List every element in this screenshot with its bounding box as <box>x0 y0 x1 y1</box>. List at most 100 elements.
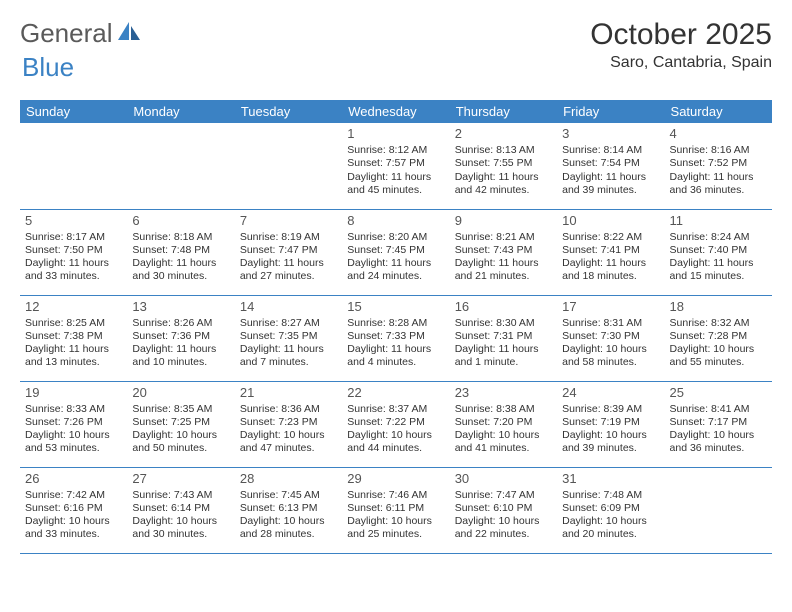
day-info-line: and 41 minutes. <box>455 442 552 455</box>
calendar-day-cell: 10Sunrise: 8:22 AMSunset: 7:41 PMDayligh… <box>557 209 664 295</box>
day-info-line: Sunrise: 8:38 AM <box>455 403 552 416</box>
day-info-line: and 33 minutes. <box>25 528 122 541</box>
day-info-line: Daylight: 10 hours <box>25 515 122 528</box>
day-number: 29 <box>347 471 444 487</box>
day-number: 5 <box>25 213 122 229</box>
day-info-line: Sunrise: 7:46 AM <box>347 489 444 502</box>
day-info-line: Sunset: 7:57 PM <box>347 157 444 170</box>
day-number: 15 <box>347 299 444 315</box>
day-info-line: Sunset: 6:13 PM <box>240 502 337 515</box>
day-info-line: Sunrise: 8:20 AM <box>347 231 444 244</box>
day-info-line: Sunset: 6:09 PM <box>562 502 659 515</box>
day-number: 14 <box>240 299 337 315</box>
day-info-line: and 55 minutes. <box>670 356 767 369</box>
day-info-line: Sunset: 6:14 PM <box>132 502 229 515</box>
day-info-line: and 13 minutes. <box>25 356 122 369</box>
day-info-line: Sunrise: 8:19 AM <box>240 231 337 244</box>
day-info-line: Sunrise: 7:42 AM <box>25 489 122 502</box>
calendar-day-cell: 12Sunrise: 8:25 AMSunset: 7:38 PMDayligh… <box>20 295 127 381</box>
day-info-line: Sunset: 6:16 PM <box>25 502 122 515</box>
calendar-empty-cell <box>20 123 127 209</box>
day-number: 10 <box>562 213 659 229</box>
day-info-line: Sunset: 7:52 PM <box>670 157 767 170</box>
day-info-line: Daylight: 10 hours <box>132 515 229 528</box>
day-header: Saturday <box>665 100 772 123</box>
day-number: 20 <box>132 385 229 401</box>
day-info-line: Sunset: 7:19 PM <box>562 416 659 429</box>
day-number: 23 <box>455 385 552 401</box>
title-block: October 2025 Saro, Cantabria, Spain <box>590 18 772 72</box>
day-info-line: Sunset: 7:30 PM <box>562 330 659 343</box>
calendar-day-cell: 17 Sunrise: 8:31 AMSunset: 7:30 PMDayligh… <box>557 295 664 381</box>
day-info-line: Sunset: 7:41 PM <box>562 244 659 257</box>
day-number: 22 <box>347 385 444 401</box>
day-info-line: Sunset: 7:54 PM <box>562 157 659 170</box>
day-info-line: Sunset: 7:48 PM <box>132 244 229 257</box>
day-info-line: Sunrise: 8:18 AM <box>132 231 229 244</box>
calendar-day-cell: 9Sunrise: 8:21 AMSunset: 7:43 PMDaylight… <box>450 209 557 295</box>
day-info-line: Sunset: 7:33 PM <box>347 330 444 343</box>
day-header: Friday <box>557 100 664 123</box>
day-number: 12 <box>25 299 122 315</box>
day-info-line: and 58 minutes. <box>562 356 659 369</box>
calendar-table: Sunday Monday Tuesday Wednesday Thursday… <box>20 100 772 554</box>
calendar-day-cell: 16Sunrise: 8:30 AMSunset: 7:31 PMDayligh… <box>450 295 557 381</box>
day-info-line: and 25 minutes. <box>347 528 444 541</box>
day-info-line: Sunset: 7:55 PM <box>455 157 552 170</box>
day-info-line: Daylight: 10 hours <box>240 429 337 442</box>
calendar-week-row: 19Sunrise: 8:33 AMSunset: 7:26 PMDayligh… <box>20 381 772 467</box>
day-info-line: Sunset: 7:43 PM <box>455 244 552 257</box>
day-info-line: and 39 minutes. <box>562 184 659 197</box>
calendar-week-row: 1Sunrise: 8:12 AMSunset: 7:57 PMDaylight… <box>20 123 772 209</box>
day-header: Sunday <box>20 100 127 123</box>
calendar-week-row: 5Sunrise: 8:17 AMSunset: 7:50 PMDaylight… <box>20 209 772 295</box>
day-info-line: Sunrise: 8:26 AM <box>132 317 229 330</box>
day-info-line: Sunset: 7:26 PM <box>25 416 122 429</box>
calendar-day-cell: 27 Sunrise: 7:43 AMSunset: 6:14 PMDayligh… <box>127 467 234 553</box>
day-info-line: Sunset: 7:47 PM <box>240 244 337 257</box>
day-number: 9 <box>455 213 552 229</box>
day-info-line: Sunrise: 7:47 AM <box>455 489 552 502</box>
logo-text-general: General <box>20 18 113 49</box>
day-info-line: Sunrise: 8:31 AM <box>562 317 659 330</box>
day-number: 27 <box>132 471 229 487</box>
day-info-line: Daylight: 10 hours <box>25 429 122 442</box>
day-info-line: and 15 minutes. <box>670 270 767 283</box>
day-header: Tuesday <box>235 100 342 123</box>
calendar-day-cell: 23Sunrise: 8:38 AMSunset: 7:20 PMDayligh… <box>450 381 557 467</box>
day-info-line: Sunrise: 8:25 AM <box>25 317 122 330</box>
day-header-row: Sunday Monday Tuesday Wednesday Thursday… <box>20 100 772 123</box>
day-info-line: Daylight: 11 hours <box>455 171 552 184</box>
day-info-line: Sunrise: 7:45 AM <box>240 489 337 502</box>
day-info-line: Daylight: 11 hours <box>670 171 767 184</box>
day-info-line: Sunset: 7:31 PM <box>455 330 552 343</box>
day-number: 17 <box>562 299 659 315</box>
day-info-line: Sunrise: 7:43 AM <box>132 489 229 502</box>
calendar-week-row: 12 Sunrise: 8:25 AMSunset: 7:38 PM Dayligh… <box>20 295 772 381</box>
calendar-day-cell: 18Sunrise: 8:32 AMSunset: 7:28 PMDayligh… <box>665 295 772 381</box>
day-header: Monday <box>127 100 234 123</box>
day-info-line: and 45 minutes. <box>347 184 444 197</box>
day-number: 24 <box>562 385 659 401</box>
day-info-line: Sunset: 6:10 PM <box>455 502 552 515</box>
day-info-line: Sunrise: 8:21 AM <box>455 231 552 244</box>
day-number: 7 <box>240 213 337 229</box>
day-info-line: Sunrise: 8:17 AM <box>25 231 122 244</box>
calendar-day-cell: 20Sunrise: 8:35 AMSunset: 7:25 PMDayligh… <box>127 381 234 467</box>
calendar-day-cell: 25Sunrise: 8:41 AMSunset: 7:17 PMDayligh… <box>665 381 772 467</box>
day-info-line: Sunrise: 7:48 AM <box>562 489 659 502</box>
day-number: 11 <box>670 213 767 229</box>
calendar-day-cell: 7Sunrise: 8:19 AMSunset: 7:47 PMDaylight… <box>235 209 342 295</box>
day-info-line: Sunset: 7:36 PM <box>132 330 229 343</box>
day-info-line: Daylight: 10 hours <box>455 515 552 528</box>
calendar-day-cell: 19Sunrise: 8:33 AMSunset: 7:26 PMDayligh… <box>20 381 127 467</box>
day-info-line: Daylight: 10 hours <box>562 343 659 356</box>
day-info-line: Daylight: 11 hours <box>670 257 767 270</box>
day-info-line: Sunset: 6:11 PM <box>347 502 444 515</box>
calendar-day-cell: 21Sunrise: 8:36 AMSunset: 7:23 PMDayligh… <box>235 381 342 467</box>
day-info-line: and 27 minutes. <box>240 270 337 283</box>
location-label: Saro, Cantabria, Spain <box>590 54 772 72</box>
day-number: 16 <box>455 299 552 315</box>
day-info-line: Sunset: 7:38 PM <box>25 330 122 343</box>
day-info-line: Sunrise: 8:28 AM <box>347 317 444 330</box>
